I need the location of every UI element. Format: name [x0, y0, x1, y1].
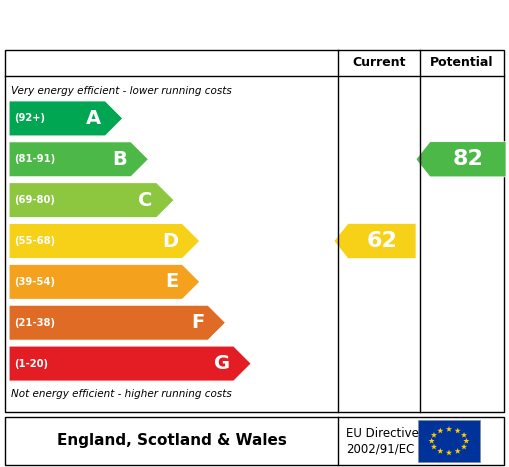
- Polygon shape: [455, 428, 461, 433]
- Text: 82: 82: [453, 149, 484, 169]
- Text: (69-80): (69-80): [14, 195, 55, 205]
- Polygon shape: [461, 432, 467, 438]
- Text: (55-68): (55-68): [14, 236, 55, 246]
- Text: Energy Efficiency Rating: Energy Efficiency Rating: [15, 14, 322, 34]
- Polygon shape: [431, 432, 437, 438]
- Text: Current: Current: [352, 57, 406, 70]
- Text: England, Scotland & Wales: England, Scotland & Wales: [56, 433, 287, 448]
- Polygon shape: [446, 450, 452, 455]
- Bar: [418, 420, 480, 462]
- Polygon shape: [461, 444, 467, 449]
- Text: B: B: [112, 150, 127, 169]
- Polygon shape: [446, 426, 452, 432]
- Text: Potential: Potential: [430, 57, 494, 70]
- Text: A: A: [86, 109, 101, 128]
- Polygon shape: [9, 142, 149, 177]
- Polygon shape: [416, 142, 506, 177]
- Polygon shape: [437, 448, 443, 454]
- Text: (92+): (92+): [14, 113, 45, 123]
- Text: D: D: [162, 232, 178, 250]
- Polygon shape: [9, 101, 123, 136]
- Text: Very energy efficient - lower running costs: Very energy efficient - lower running co…: [11, 86, 232, 96]
- Text: (81-91): (81-91): [14, 154, 55, 164]
- Text: EU Directive
2002/91/EC: EU Directive 2002/91/EC: [346, 427, 419, 455]
- Polygon shape: [9, 346, 251, 381]
- Text: E: E: [165, 272, 178, 291]
- Polygon shape: [463, 438, 469, 444]
- Text: (1-20): (1-20): [14, 359, 48, 368]
- Polygon shape: [9, 223, 200, 259]
- Polygon shape: [455, 448, 461, 454]
- Polygon shape: [334, 223, 416, 259]
- Text: Not energy efficient - higher running costs: Not energy efficient - higher running co…: [11, 389, 232, 399]
- Text: C: C: [138, 191, 153, 210]
- Polygon shape: [431, 444, 437, 449]
- Polygon shape: [9, 264, 200, 299]
- Polygon shape: [9, 305, 225, 340]
- Polygon shape: [429, 438, 435, 444]
- Text: (21-38): (21-38): [14, 318, 55, 328]
- Text: (39-54): (39-54): [14, 277, 55, 287]
- Text: F: F: [191, 313, 204, 332]
- Text: 62: 62: [366, 231, 398, 251]
- Text: G: G: [214, 354, 230, 373]
- Polygon shape: [437, 428, 443, 433]
- Polygon shape: [9, 183, 174, 218]
